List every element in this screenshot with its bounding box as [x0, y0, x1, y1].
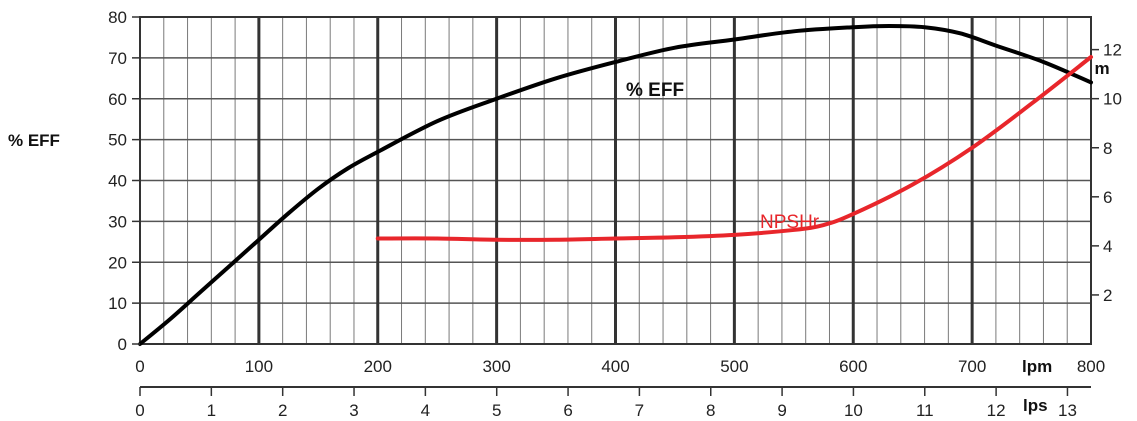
lpm-tick-label: 0 [135, 357, 144, 376]
lpm-tick-label: 500 [720, 357, 748, 376]
left-tick-label: 10 [108, 294, 127, 313]
series-lines [138, 23, 1093, 346]
left-tick-label: 0 [118, 335, 127, 354]
lps-tick-label: 6 [563, 401, 572, 420]
lpm-tick-label: 100 [245, 357, 273, 376]
left-tick-label: 50 [108, 131, 127, 150]
right-axis-label: m [1094, 59, 1109, 78]
lps-tick-label: 13 [1058, 401, 1077, 420]
lpm-tick-label: 200 [364, 357, 392, 376]
lpm-axis-label: lpm [1022, 357, 1052, 376]
left-tick-label: 70 [108, 49, 127, 68]
lps-tick-label: 2 [278, 401, 287, 420]
lps-tick-label: 5 [492, 401, 501, 420]
series-line-npshr [375, 54, 1093, 242]
lps-tick-label: 10 [844, 401, 863, 420]
lpm-tick-label: 700 [958, 357, 986, 376]
left-tick-label: 80 [108, 8, 127, 27]
right-tick-label: 8 [1103, 139, 1112, 158]
lps-tick-label: 8 [706, 401, 715, 420]
right-tick-label: 10 [1103, 90, 1122, 109]
lps-tick-label: 11 [916, 401, 934, 420]
left-tick-label: 20 [108, 253, 127, 272]
lps-tick-label: 1 [207, 401, 216, 420]
right-tick-label: 2 [1103, 286, 1112, 305]
major-grid [257, 17, 974, 344]
right-tick-label: 6 [1103, 188, 1112, 207]
lps-tick-label: 0 [135, 401, 144, 420]
lpm-tick-label: 300 [482, 357, 510, 376]
lps-axis: 0 1 2 3 4 5 6 7 8 9 10 11 12 13 [135, 386, 1091, 420]
npshr-series-label: NPSHr [760, 212, 820, 233]
lpm-axis-ticks: 0 100 200 300 400 500 600 700 800 [135, 357, 1105, 376]
lps-tick-label: 3 [349, 401, 358, 420]
left-tick-label: 40 [108, 172, 127, 191]
lpm-tick-label: 800 [1077, 357, 1105, 376]
lps-tick-label: 9 [777, 401, 786, 420]
lps-tick-label: 4 [421, 401, 430, 420]
lps-axis-label: lps [1023, 396, 1048, 415]
right-tick-label: 12 [1103, 41, 1122, 60]
series-line-eff [138, 23, 1093, 346]
eff-series-label: % EFF [626, 80, 684, 101]
left-tick-label: 60 [108, 90, 127, 109]
lps-tick-label: 12 [987, 401, 1006, 420]
right-tick-label: 4 [1103, 237, 1112, 256]
lpm-tick-label: 600 [839, 357, 867, 376]
lpm-tick-label: 400 [601, 357, 629, 376]
right-axis-ticks: 2 4 6 8 10 12 [1091, 41, 1122, 305]
left-axis-label: % EFF [8, 131, 60, 150]
lps-tick-label: 7 [635, 401, 644, 420]
left-tick-label: 30 [108, 212, 127, 231]
left-axis-ticks: 0 10 20 30 40 50 60 70 80 [108, 8, 140, 354]
